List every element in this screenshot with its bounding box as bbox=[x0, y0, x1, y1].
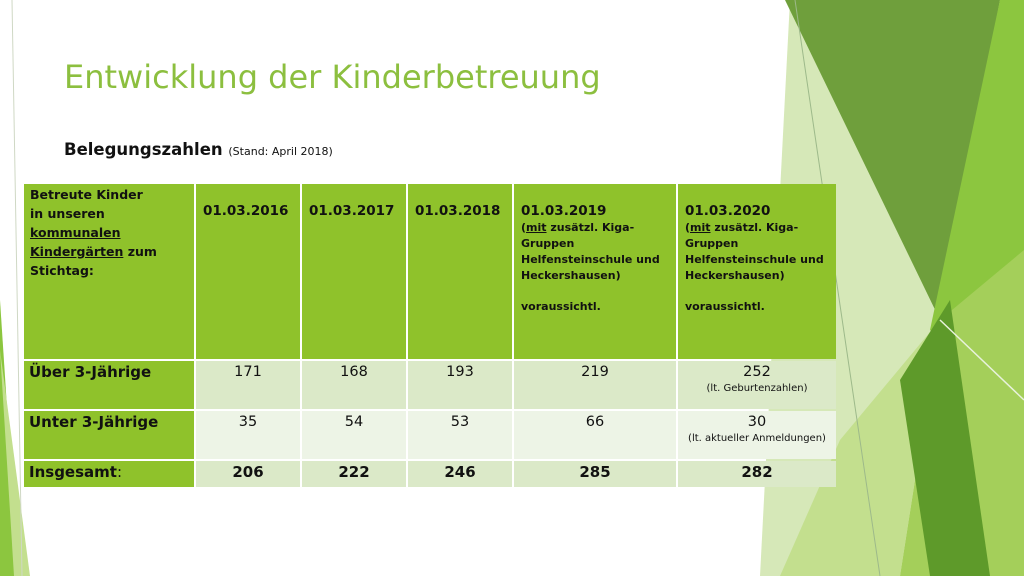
header-label-line: Kindergärten bbox=[30, 244, 124, 259]
header-projection-note: (mit zusätzl. Kiga- Gruppen Helfensteinsch… bbox=[521, 220, 672, 284]
table-cell: 168 bbox=[302, 361, 406, 409]
note-line: Heckershausen) bbox=[521, 269, 621, 282]
table-cell: 285 bbox=[514, 461, 676, 487]
row-label-text: Insgesamt bbox=[29, 463, 117, 481]
table-row: Über 3-Jährige 171 168 193 219 252 (lt. … bbox=[24, 361, 836, 409]
table-cell: 53 bbox=[408, 411, 512, 459]
note-open: ( bbox=[685, 221, 691, 234]
table-cell: 30 (lt. aktueller Anmeldungen) bbox=[678, 411, 836, 459]
row-label: Über 3-Jährige bbox=[24, 361, 194, 409]
table-cell: 66 bbox=[514, 411, 676, 459]
deco-line bbox=[939, 319, 1024, 401]
row-label: Unter 3-Jährige bbox=[24, 411, 194, 459]
table-header-row: Betreute Kinder in unseren kommunalen Ki… bbox=[24, 184, 836, 359]
header-projection-cell: 01.03.2020 (mit zusätzl. Kiga- Gruppen Hel… bbox=[678, 184, 836, 359]
header-date-cell: 01.03.2018 bbox=[408, 184, 512, 359]
header-projection-date: 01.03.2019 bbox=[521, 203, 607, 219]
header-projection-note: (mit zusätzl. Kiga- Gruppen Helfensteinsch… bbox=[685, 220, 832, 284]
header-date-cell: 01.03.2017 bbox=[302, 184, 406, 359]
table-cell: 171 bbox=[196, 361, 300, 409]
header-label-cell: Betreute Kinder in unseren kommunalen Ki… bbox=[24, 184, 194, 359]
slide-subtitle: Belegungszahlen (Stand: April 2018) bbox=[64, 140, 333, 159]
header-projection-extra: voraussichtl. bbox=[685, 300, 765, 313]
cell-value: 30 bbox=[747, 414, 767, 430]
table-cell: 206 bbox=[196, 461, 300, 487]
deco-triangle-dark bbox=[900, 300, 990, 576]
table-cell: 54 bbox=[302, 411, 406, 459]
cell-value: 252 bbox=[743, 364, 771, 380]
table-cell: 219 bbox=[514, 361, 676, 409]
row-label: Insgesamt: bbox=[24, 461, 194, 487]
note-line: Gruppen bbox=[521, 237, 575, 250]
header-projection-cell: 01.03.2019 (mit zusätzl. Kiga- Gruppen Hel… bbox=[514, 184, 676, 359]
header-label-line: zum bbox=[123, 244, 157, 259]
deco-line bbox=[11, 0, 23, 576]
deco-triangle-pale bbox=[780, 320, 940, 576]
occupancy-table: Betreute Kinder in unseren kommunalen Ki… bbox=[22, 182, 838, 489]
header-label-line: kommunalen bbox=[30, 225, 121, 240]
deco-left-sliver-light bbox=[0, 350, 30, 576]
note-mit: mit bbox=[690, 221, 711, 234]
note-line: Helfensteinschule und bbox=[685, 253, 824, 266]
cell-note: (lt. aktueller Anmeldungen) bbox=[688, 433, 826, 444]
table-cell: 282 bbox=[678, 461, 836, 487]
header-date-cell: 01.03.2016 bbox=[196, 184, 300, 359]
table-cell: 252 (lt. Geburtenzahlen) bbox=[678, 361, 836, 409]
table-row-total: Insgesamt: 206 222 246 285 282 bbox=[24, 461, 836, 487]
table-cell: 246 bbox=[408, 461, 512, 487]
deco-line bbox=[794, 0, 881, 576]
table-cell: 35 bbox=[196, 411, 300, 459]
deco-triangle-olive bbox=[785, 0, 1000, 320]
note-line: Helfensteinschule und bbox=[521, 253, 660, 266]
table-cell: 193 bbox=[408, 361, 512, 409]
cell-note: (lt. Geburtenzahlen) bbox=[706, 383, 808, 394]
note-mit: mit bbox=[526, 221, 547, 234]
table-cell: 222 bbox=[302, 461, 406, 487]
row-label-suffix: : bbox=[116, 463, 123, 481]
note-open: ( bbox=[521, 221, 527, 234]
subtitle-note: (Stand: April 2018) bbox=[228, 145, 333, 158]
note-rest: zusätzl. Kiga- bbox=[710, 221, 799, 234]
header-projection-extra: voraussichtl. bbox=[521, 300, 601, 313]
note-line: Gruppen bbox=[685, 237, 739, 250]
subtitle-text: Belegungszahlen bbox=[64, 140, 223, 159]
note-rest: zusätzl. Kiga- bbox=[546, 221, 635, 234]
note-line: Heckershausen) bbox=[685, 269, 785, 282]
header-label-line: in unseren bbox=[30, 206, 105, 221]
slide-title: Entwicklung der Kinderbetreuung bbox=[64, 58, 601, 96]
header-projection-date: 01.03.2020 bbox=[685, 203, 771, 219]
header-label-line: Stichtag: bbox=[30, 263, 94, 278]
table-row: Unter 3-Jährige 35 54 53 66 30 (lt. aktu… bbox=[24, 411, 836, 459]
header-label-line: Betreute Kinder bbox=[30, 187, 143, 202]
